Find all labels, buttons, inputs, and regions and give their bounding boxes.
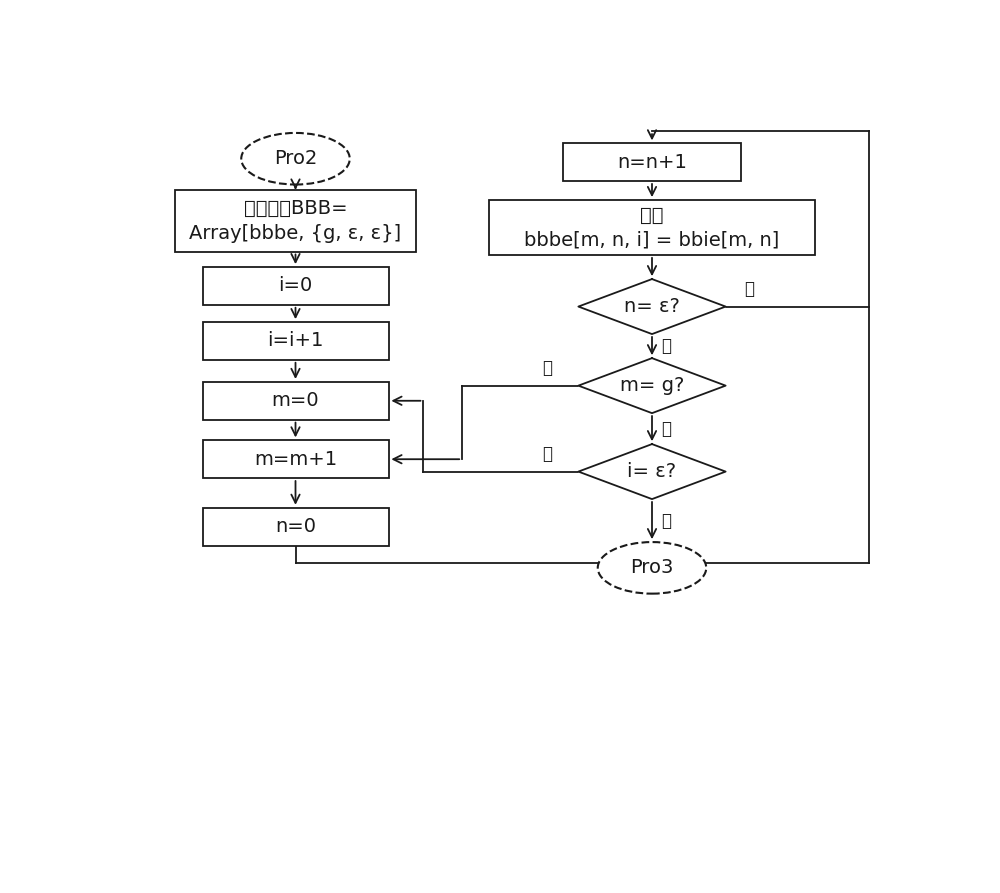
Text: m=m+1: m=m+1: [254, 450, 337, 469]
Text: i=i+1: i=i+1: [267, 331, 324, 350]
Polygon shape: [578, 444, 726, 499]
Bar: [563, 143, 741, 181]
Text: 计算
bbbe[m, n, i] = bbie[m, n]: 计算 bbbe[m, n, i] = bbie[m, n]: [524, 205, 780, 249]
Text: 否: 否: [542, 360, 552, 378]
Polygon shape: [578, 358, 726, 413]
Bar: [175, 189, 416, 252]
Text: 否: 否: [744, 280, 754, 298]
Bar: [202, 382, 388, 420]
Text: n= ε?: n= ε?: [624, 297, 680, 316]
Text: 是: 是: [661, 337, 671, 355]
Text: 定义数组BBB=
Array[bbbe, {g, ε, ε}]: 定义数组BBB= Array[bbbe, {g, ε, ε}]: [189, 198, 402, 243]
Text: m=0: m=0: [272, 391, 319, 410]
Bar: [202, 440, 388, 478]
Text: Pro2: Pro2: [274, 149, 317, 168]
Polygon shape: [578, 279, 726, 334]
Ellipse shape: [598, 542, 706, 594]
Text: 否: 否: [542, 446, 552, 463]
Bar: [202, 267, 388, 305]
Text: i=0: i=0: [278, 277, 313, 296]
Text: 是: 是: [661, 420, 671, 438]
Text: Pro3: Pro3: [630, 558, 674, 578]
Bar: [202, 322, 388, 360]
Bar: [489, 200, 815, 255]
Text: n=n+1: n=n+1: [617, 153, 687, 171]
Text: n=0: n=0: [275, 517, 316, 536]
Text: 是: 是: [661, 512, 671, 530]
Text: i= ε?: i= ε?: [627, 462, 677, 481]
Bar: [202, 508, 388, 546]
Ellipse shape: [241, 133, 350, 185]
Text: m= g?: m= g?: [620, 376, 684, 395]
